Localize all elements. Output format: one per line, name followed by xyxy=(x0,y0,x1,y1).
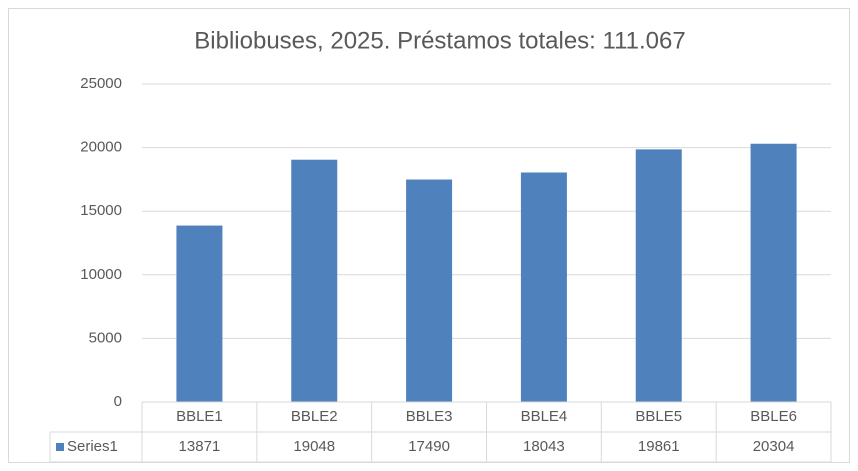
y-tick-label: 0 xyxy=(114,393,122,410)
y-tick-label: 20000 xyxy=(80,139,122,156)
x-tick-label: BBLE4 xyxy=(521,408,568,425)
x-tick-label: BBLE3 xyxy=(406,408,453,425)
table-value: 18043 xyxy=(523,438,565,455)
bar xyxy=(291,159,338,402)
legend-key xyxy=(56,443,64,451)
x-tick-label: BBLE6 xyxy=(750,408,797,425)
bar xyxy=(635,149,682,402)
bar xyxy=(406,179,453,402)
y-tick-label: 15000 xyxy=(80,202,122,219)
table-value: 13871 xyxy=(179,438,221,455)
table-value: 17490 xyxy=(408,438,450,455)
x-tick-label: BBLE5 xyxy=(635,408,682,425)
y-tick-label: 25000 xyxy=(80,75,122,92)
y-tick-label: 10000 xyxy=(80,266,122,283)
table-value: 19048 xyxy=(293,438,335,455)
chart-title: Bibliobuses, 2025. Préstamos totales: 11… xyxy=(194,27,685,54)
table-value: 19861 xyxy=(638,438,680,455)
bar xyxy=(176,225,223,402)
y-tick-label: 5000 xyxy=(89,329,122,346)
x-tick-label: BBLE1 xyxy=(176,408,223,425)
table-value: 20304 xyxy=(753,438,795,455)
bar xyxy=(750,143,797,402)
x-tick-label: BBLE2 xyxy=(291,408,338,425)
legend-label: Series1 xyxy=(67,438,118,455)
bar xyxy=(520,172,567,402)
